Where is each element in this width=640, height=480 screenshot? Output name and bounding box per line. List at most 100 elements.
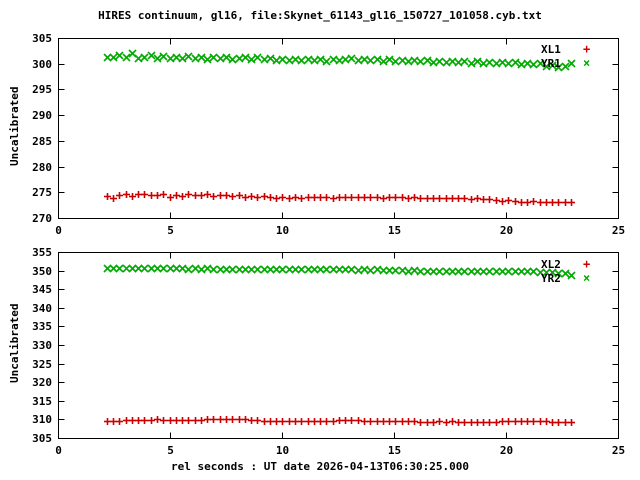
x-tick-label: 25: [611, 224, 626, 237]
cross-marker: [153, 264, 162, 273]
series-YR1: [103, 49, 576, 72]
cross-marker: [511, 267, 520, 276]
cross-marker: [247, 265, 256, 274]
cross-marker: [322, 265, 331, 274]
cross-marker: [536, 268, 545, 277]
cross-marker: [366, 56, 375, 65]
cross-marker: [140, 264, 149, 273]
cross-marker: [366, 266, 375, 275]
cross-marker: [498, 267, 507, 276]
cross-marker: [460, 57, 469, 66]
cross-marker: [266, 265, 275, 274]
y-tick-label: 285: [32, 134, 52, 148]
cross-marker: [109, 264, 118, 273]
cross-marker: [322, 57, 331, 66]
x-tick-label: 25: [611, 444, 626, 457]
cross-marker: [561, 269, 570, 278]
cross-marker: [479, 267, 488, 276]
cross-marker: [209, 265, 218, 274]
cross-marker: [548, 268, 557, 277]
cross-marker: [203, 55, 212, 64]
y-tick-label: 320: [32, 375, 52, 389]
cross-marker: [209, 53, 218, 62]
x-tick-label: 20: [499, 444, 514, 457]
y-tick-label: 345: [32, 282, 52, 296]
cross-marker: [429, 58, 438, 67]
cross-marker: [228, 265, 237, 274]
cross-marker: [435, 57, 444, 66]
cross-marker: [159, 264, 168, 273]
x-tick-label: 15: [387, 444, 402, 457]
cross-marker: [266, 54, 275, 63]
x-tick-label: 0: [55, 224, 62, 237]
cross-marker: [429, 267, 438, 276]
cross-marker: [561, 62, 570, 71]
cross-marker: [115, 51, 124, 60]
y-tick-label: 315: [32, 394, 52, 408]
cross-marker: [341, 265, 350, 274]
y-tick-label: 325: [32, 357, 52, 371]
cross-marker: [103, 53, 112, 62]
cross-marker: [454, 267, 463, 276]
cross-marker: [153, 54, 162, 63]
cross-marker: [554, 63, 563, 72]
cross-marker: [147, 51, 156, 60]
cross-marker: [473, 267, 482, 276]
cross-marker: [260, 55, 269, 64]
x-tick-label: 5: [167, 224, 174, 237]
cross-marker: [548, 61, 557, 70]
cross-marker: [203, 264, 212, 273]
cross-marker: [253, 53, 262, 62]
x-axis-label: rel seconds : UT date 2026-04-13T06:30:2…: [170, 460, 469, 473]
cross-marker: [485, 58, 494, 67]
cross-marker: [442, 267, 451, 276]
y-tick-label: 310: [32, 412, 52, 426]
cross-marker: [536, 59, 545, 68]
cross-marker: [341, 55, 350, 64]
cross-marker: [278, 55, 287, 64]
cross-marker: [166, 54, 175, 63]
cross-marker: [448, 267, 457, 276]
legend-label-xl2: XL2: [541, 258, 561, 271]
cross-marker: [492, 59, 501, 68]
y-tick-label: 340: [32, 301, 52, 315]
x-tick-label: 5: [167, 444, 174, 457]
cross-marker: [391, 57, 400, 66]
cross-marker: [297, 265, 306, 274]
cross-marker: [354, 56, 363, 65]
cross-marker: [460, 267, 469, 276]
cross-marker-icon: ×: [583, 271, 591, 285]
cross-marker: [253, 265, 262, 274]
y-tick-label: 305: [32, 31, 52, 45]
cross-marker: [241, 265, 250, 274]
plus-marker-icon: +: [583, 42, 591, 56]
cross-marker: [347, 54, 356, 63]
cross-marker: [222, 265, 231, 274]
cross-marker: [329, 265, 338, 274]
y-tick-label: 330: [32, 338, 52, 352]
cross-marker: [235, 54, 244, 63]
x-tick-label: 20: [499, 224, 514, 237]
cross-marker: [278, 265, 287, 274]
cross-marker: [285, 56, 294, 65]
cross-marker: [103, 264, 112, 273]
cross-marker: [310, 56, 319, 65]
y-tick-label: 350: [32, 264, 52, 278]
cross-marker: [335, 56, 344, 65]
cross-marker: [467, 267, 476, 276]
cross-marker: [109, 53, 118, 62]
cross-marker: [316, 265, 325, 274]
cross-marker: [485, 267, 494, 276]
page-title: HIRES continuum, gl16, file:Skynet_61143…: [98, 9, 542, 22]
cross-marker: [291, 265, 300, 274]
cross-marker: [285, 265, 294, 274]
cross-marker: [385, 55, 394, 64]
cross-marker: [140, 53, 149, 62]
cross-marker: [379, 266, 388, 275]
cross-marker: [134, 264, 143, 273]
cross-marker: [191, 264, 200, 273]
cross-marker: [542, 268, 551, 277]
cross-marker: [354, 266, 363, 275]
cross-marker: [416, 267, 425, 276]
cross-marker: [385, 266, 394, 275]
